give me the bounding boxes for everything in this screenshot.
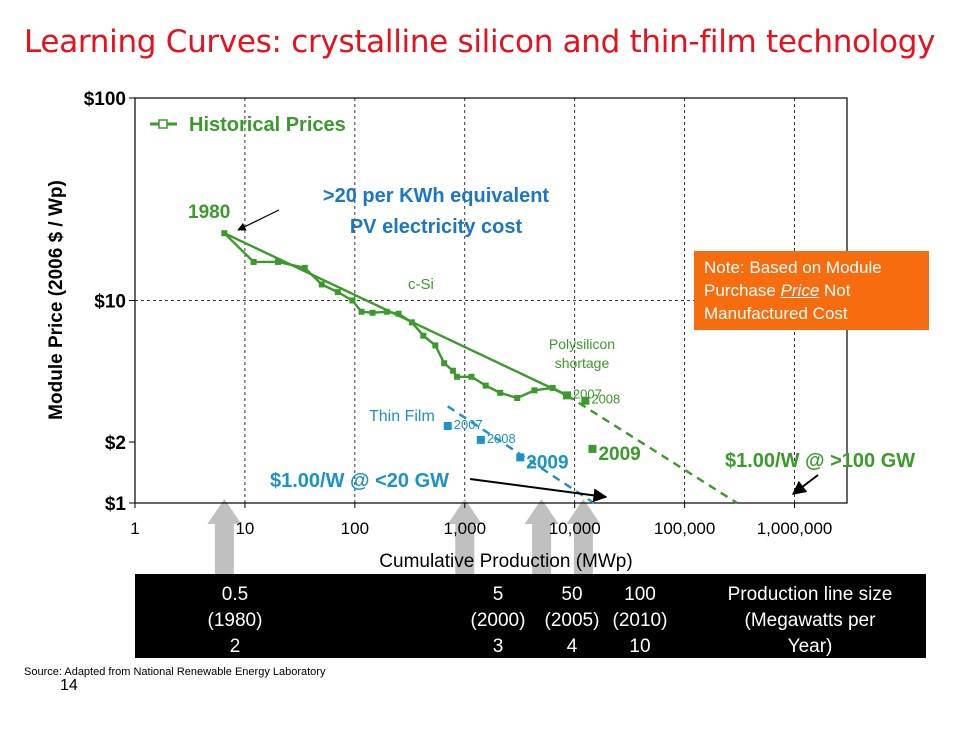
x-axis-label: Cumulative Production (MWp) (379, 551, 632, 572)
axis-ticks: 1 10 100 1,000 10,000 100,000 1,000,000 $1 $2 $10… (84, 89, 833, 538)
x-tick-label: 1,000,000 (757, 519, 833, 538)
y-tick-label: $1 (105, 494, 127, 515)
x-tick-label: 10 (235, 519, 254, 538)
note-line-2: Purchase Price Not (704, 281, 851, 300)
historical-point (275, 258, 282, 265)
y-axis-label: Module Price (2006 $ / Wp) (46, 180, 67, 420)
historical-point (531, 387, 538, 394)
annotation-csi-target: $1.00/W @ >100 GW (725, 450, 915, 472)
historical-point (334, 289, 341, 296)
historical-point (301, 264, 308, 271)
annotation-kwh-line1: >20 per KWh equivalent (323, 185, 550, 207)
y-tick-label: $2 (105, 433, 126, 454)
note-emphasis-price: Price (780, 281, 820, 300)
marker-2009 (516, 453, 525, 462)
historical-point (395, 310, 402, 317)
production-col-50: 50 (2005) 4 (544, 584, 600, 657)
source-note: Source: Adapted from National Renewable … (24, 666, 326, 678)
note-line-3: Manufactured Cost (704, 304, 848, 323)
annotation-csi-target-arrow (791, 474, 819, 495)
production-col-5: 5 (2000) 3 (470, 584, 526, 657)
production-line-bar: 0.5 (1980) 2 5 (2000) 3 50 (2005) 4 100 … (135, 574, 926, 658)
historical-point (383, 308, 390, 315)
historical-point (454, 373, 461, 380)
historical-point (250, 258, 257, 265)
x-tick-label: 1,000 (444, 519, 487, 538)
page-number: 14 (60, 677, 78, 694)
historical-point (514, 395, 521, 402)
annotation-tf-target-arrow (469, 478, 608, 503)
historical-point (441, 360, 448, 367)
series-csi-projection (566, 394, 738, 505)
marker-2009 (588, 444, 597, 453)
legend: Historical Prices (150, 114, 346, 136)
x-tick-label: 1 (130, 519, 139, 538)
production-line-caption: Production line size (Megawatts per Year… (727, 584, 893, 657)
historical-point (420, 332, 427, 339)
marker-label-2007: 2007 (573, 386, 602, 401)
annotation-tf-target: $1.00/W @ <20 GW (270, 470, 449, 492)
production-arrow (447, 499, 482, 574)
legend-historical-prices: Historical Prices (189, 114, 346, 136)
marker-2008 (581, 396, 590, 405)
historical-point (482, 382, 489, 389)
production-arrow (566, 499, 601, 574)
historical-point (468, 373, 475, 380)
annotation-shortage: shortage (555, 355, 610, 371)
production-arrows (207, 499, 601, 574)
marker-2008 (476, 435, 485, 444)
historical-point (358, 308, 365, 315)
historical-point (449, 367, 456, 374)
historical-point (349, 297, 356, 304)
production-arrow (207, 499, 242, 574)
historical-point (497, 389, 504, 396)
grid-lines (135, 98, 847, 503)
marker-label-2009: 2009 (598, 444, 640, 465)
annotation-kwh-line2: PV electricity cost (350, 216, 523, 238)
x-tick-label: 100 (341, 519, 369, 538)
y-tick-label: $10 (94, 292, 126, 313)
note-line-1: Note: Based on Module (704, 258, 882, 277)
production-arrow (524, 499, 559, 574)
marker-2007 (562, 391, 571, 400)
marker-label-2008: 2008 (487, 431, 516, 446)
annotation-polysilicon: Polysilicon (549, 336, 615, 352)
production-col-100: 100 (2010) 10 (612, 584, 668, 657)
marker-2007 (443, 422, 452, 431)
x-tick-label: 100,000 (654, 519, 715, 538)
historical-point (318, 281, 325, 288)
y-tick-label: $100 (84, 89, 126, 110)
series-csi-trend (223, 232, 568, 397)
production-col-0.5: 0.5 (1980) 2 (207, 584, 263, 657)
marker-label-2007: 2007 (454, 417, 483, 432)
annotation-1980: 1980 (188, 202, 230, 223)
marker-label-2008: 2008 (591, 392, 620, 407)
annotation-thin-film: Thin Film (369, 408, 435, 425)
note-box: Note: Based on Module Purchase Price Not… (694, 251, 929, 330)
marker-label-2009: 2009 (526, 452, 568, 473)
annotation-1980-arrow (237, 209, 280, 231)
historical-point (369, 309, 376, 316)
annotation-csi: c-Si (408, 276, 434, 293)
historical-point (432, 342, 439, 349)
page-title: Learning Curves: crystalline silicon and… (24, 24, 936, 60)
x-tick-label: 10,000 (549, 519, 601, 538)
series (221, 230, 738, 505)
